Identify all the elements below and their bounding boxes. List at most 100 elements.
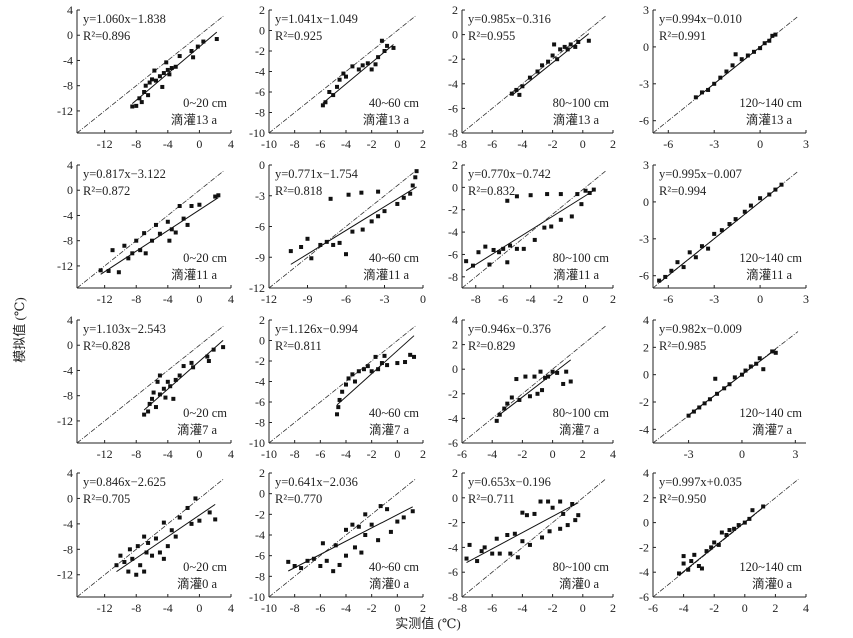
x-tick-label: -2	[548, 601, 558, 615]
x-tick-label: 3	[803, 292, 809, 306]
data-point	[118, 553, 123, 558]
data-point	[385, 43, 390, 48]
x-tick-label: 2	[420, 601, 426, 615]
data-point	[681, 554, 686, 559]
data-point	[185, 505, 190, 510]
data-point	[167, 72, 172, 77]
x-tick-label: 0	[420, 292, 426, 306]
y-tick-label: -4	[448, 540, 458, 554]
data-point	[514, 194, 519, 199]
data-point	[288, 249, 293, 254]
regression-line	[496, 359, 572, 418]
y-tick-label: 0	[67, 338, 73, 352]
regression-line	[465, 190, 595, 271]
data-point	[520, 539, 525, 544]
y-tick-label: -10	[249, 590, 265, 604]
data-point	[138, 563, 143, 568]
y-tick-label: -12	[57, 414, 73, 428]
y-tick-label: -8	[448, 590, 458, 604]
data-point	[161, 520, 166, 525]
data-point	[716, 542, 721, 547]
data-point	[562, 44, 567, 49]
x-tick-label: -2	[517, 447, 527, 461]
data-point	[487, 262, 492, 267]
r-squared: R²=0.955	[468, 29, 515, 43]
y-tick-label: 4	[643, 466, 649, 480]
data-point	[160, 84, 165, 89]
x-tick-label: 0	[394, 447, 400, 461]
data-point	[206, 359, 211, 363]
regression-line	[100, 197, 219, 275]
data-point	[509, 91, 514, 96]
data-point	[561, 381, 566, 386]
data-point	[561, 511, 566, 516]
data-point	[165, 379, 170, 384]
x-tick-label: 0	[196, 137, 202, 151]
data-point	[512, 531, 517, 536]
data-point	[767, 38, 772, 43]
data-point	[193, 496, 198, 501]
y-tick-label: -3	[639, 77, 649, 91]
data-point	[719, 228, 724, 233]
data-point	[328, 196, 333, 201]
y-tick-label: -4	[63, 208, 73, 222]
data-point	[686, 413, 691, 418]
data-point	[538, 369, 543, 374]
r-squared: R²=0.950	[659, 492, 706, 506]
data-point	[359, 550, 364, 555]
x-tick-label: 2	[610, 292, 616, 306]
data-point	[704, 549, 709, 554]
data-point	[758, 196, 763, 201]
data-point	[490, 551, 495, 556]
y-tick-label: 0	[643, 516, 649, 530]
data-point	[337, 397, 342, 402]
data-point	[369, 369, 374, 374]
data-point	[388, 529, 393, 534]
data-point	[505, 198, 510, 203]
x-tick-label: -10	[261, 601, 277, 615]
data-point	[153, 222, 158, 227]
one-to-one-line	[268, 170, 416, 289]
x-tick-label: -6	[315, 447, 325, 461]
data-point	[761, 504, 766, 509]
x-tick-label: -3	[709, 292, 719, 306]
treatment-label: 滴灌7 a	[752, 422, 792, 437]
data-point	[144, 550, 149, 555]
treatment-label: 滴灌13 a	[553, 112, 600, 127]
x-tick-label: -6	[315, 137, 325, 151]
data-point	[467, 542, 472, 547]
x-tick-label: -4	[487, 447, 497, 461]
y-tick-label: -2	[255, 354, 265, 368]
data-point	[336, 405, 341, 410]
x-tick-label: -3	[380, 292, 390, 306]
x-tick-label: -6	[663, 292, 673, 306]
data-point	[573, 44, 578, 49]
data-point	[169, 528, 174, 533]
y-tick-label: -8	[255, 569, 265, 583]
regression-equation: y=0.653x−0.196	[468, 475, 551, 489]
x-tick-label: -8	[290, 137, 300, 151]
data-point	[724, 533, 729, 537]
data-point	[502, 406, 507, 411]
y-tick-label: 0	[452, 28, 458, 42]
x-tick-label: -2	[367, 601, 377, 615]
data-point	[142, 90, 147, 94]
data-point	[344, 74, 348, 79]
data-point	[327, 90, 332, 94]
x-tick-label: -2	[548, 137, 558, 151]
x-tick-label: -4	[163, 601, 173, 615]
data-point	[116, 270, 121, 275]
r-squared: R²=0.896	[83, 29, 130, 43]
data-point	[568, 42, 573, 47]
data-point	[376, 367, 381, 372]
regression-line	[143, 340, 224, 411]
data-point	[719, 530, 724, 535]
data-point	[520, 510, 525, 515]
data-point	[106, 268, 111, 273]
y-tick-label: -8	[63, 79, 73, 93]
treatment-label: 滴灌0 a	[177, 576, 217, 591]
data-point	[773, 32, 778, 37]
data-point	[558, 192, 563, 197]
y-axis-label: 模拟值 (℃)	[12, 297, 27, 362]
data-point	[385, 363, 390, 368]
